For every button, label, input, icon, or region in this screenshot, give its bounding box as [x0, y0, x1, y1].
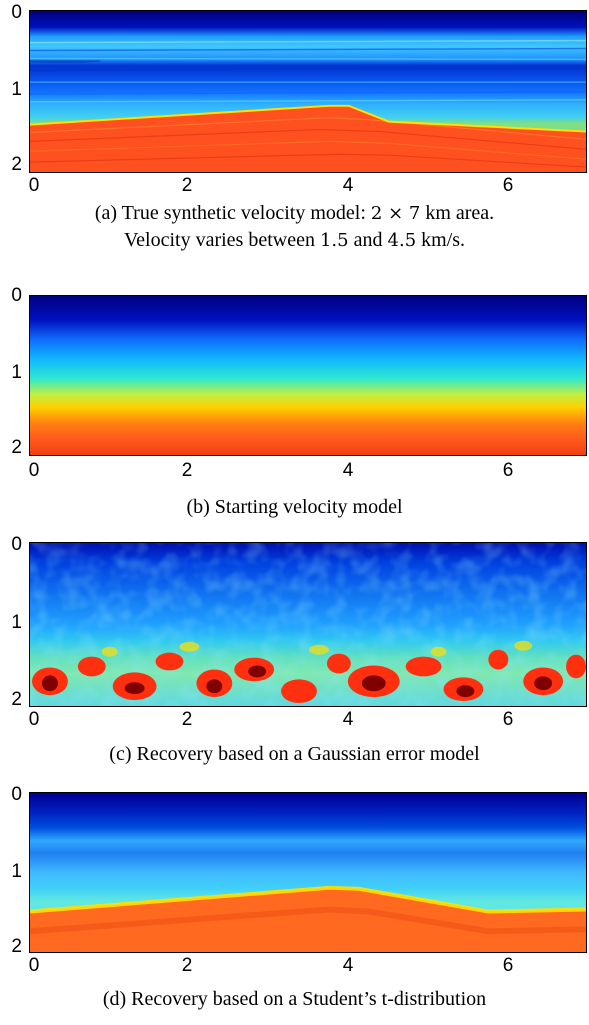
velocity-image-starting-model: [29, 295, 587, 456]
x-tick-label: 4: [342, 955, 354, 976]
x-tick-label: 6: [502, 175, 514, 196]
x-tick-label: 2: [181, 460, 193, 481]
x-tick-label: 6: [502, 709, 514, 730]
figure-panel-d: 0 1 2 0 2 4 6 (d) Recovery based on a St…: [0, 782, 589, 1025]
x-tick-label: 0: [28, 955, 40, 976]
x-tick-label: 0: [28, 709, 40, 730]
velocity-image-true-model: [29, 10, 587, 173]
caption-a-line-2: Velocity varies between 1.5 and 4.5 km/s…: [123, 229, 466, 251]
x-tick-label: 2: [181, 955, 193, 976]
y-tick-label: 2: [11, 437, 22, 458]
caption-a-line-1: (a) True synthetic velocity model: 2 × 7…: [94, 202, 495, 224]
figure-panel-a: 0 1 2 0 2 4 6 (a) True synthetic velocit…: [0, 0, 589, 251]
x-tick-label: 2: [181, 175, 193, 196]
figure-panel-b: 0 1 2 0 2 4 6 (b) Starting velocity mode…: [0, 283, 589, 523]
caption-a: (a) True synthetic velocity model: 2 × 7…: [0, 200, 589, 254]
y-tick-label: 2: [11, 936, 22, 957]
y-tick-label: 2: [11, 689, 22, 710]
y-tick-label: 0: [11, 2, 22, 23]
x-tick-label: 4: [342, 709, 354, 730]
y-tick-label: 0: [11, 285, 22, 306]
caption-d: (d) Recovery based on a Student’s t-dist…: [102, 988, 487, 1010]
x-tick-label: 6: [502, 460, 514, 481]
y-tick-label: 0: [11, 534, 22, 555]
y-tick-label: 1: [11, 362, 22, 383]
x-tick-label: 0: [28, 460, 40, 481]
caption-b: (b) Starting velocity model: [186, 496, 403, 518]
y-tick-label: 1: [11, 79, 22, 100]
y-tick-label: 1: [11, 612, 22, 633]
x-tick-label: 4: [342, 460, 354, 481]
y-tick-label: 0: [11, 784, 22, 805]
x-tick-label: 4: [342, 175, 354, 196]
y-tick-label: 1: [11, 861, 22, 882]
figure-panel-c: 0 1 2 0 2 4 6 (c) Recovery based on a Ga…: [0, 530, 589, 775]
x-tick-label: 6: [502, 955, 514, 976]
velocity-image-gaussian-recovery: [29, 542, 587, 707]
caption-c: (c) Recovery based on a Gaussian error m…: [109, 743, 480, 765]
y-tick-label: 2: [11, 154, 22, 175]
x-tick-label: 0: [28, 175, 40, 196]
x-tick-label: 2: [181, 709, 193, 730]
velocity-image-student-t-recovery: [29, 792, 587, 953]
